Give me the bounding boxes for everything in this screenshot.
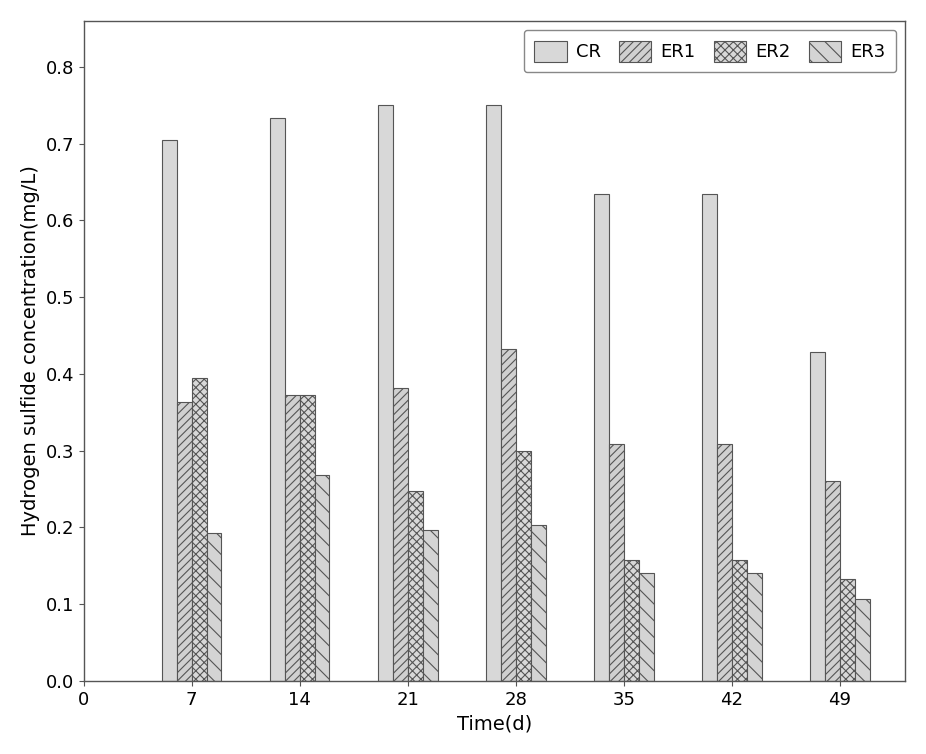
Y-axis label: Hydrogen sulfide concentration(mg/L): Hydrogen sulfide concentration(mg/L)	[20, 165, 40, 536]
Bar	[300, 394, 315, 681]
Bar	[810, 352, 825, 681]
Bar	[422, 530, 437, 681]
X-axis label: Time(d): Time(d)	[457, 714, 532, 733]
Bar	[192, 378, 206, 681]
Bar	[594, 194, 609, 681]
Bar	[609, 445, 624, 681]
Legend: CR, ER1, ER2, ER3: CR, ER1, ER2, ER3	[523, 30, 896, 72]
Bar	[407, 491, 422, 681]
Bar	[747, 574, 762, 681]
Bar	[840, 579, 855, 681]
Bar	[285, 394, 300, 681]
Bar	[177, 403, 192, 681]
Bar	[270, 118, 285, 681]
Bar	[855, 599, 870, 681]
Bar	[315, 475, 330, 681]
Bar	[516, 451, 531, 681]
Bar	[501, 348, 516, 681]
Bar	[717, 445, 732, 681]
Bar	[825, 481, 840, 681]
Bar	[639, 574, 654, 681]
Bar	[531, 525, 545, 681]
Bar	[702, 194, 717, 681]
Bar	[378, 106, 393, 681]
Bar	[624, 559, 639, 681]
Bar	[393, 388, 407, 681]
Bar	[732, 559, 747, 681]
Bar	[206, 533, 221, 681]
Bar	[486, 106, 501, 681]
Bar	[162, 139, 177, 681]
